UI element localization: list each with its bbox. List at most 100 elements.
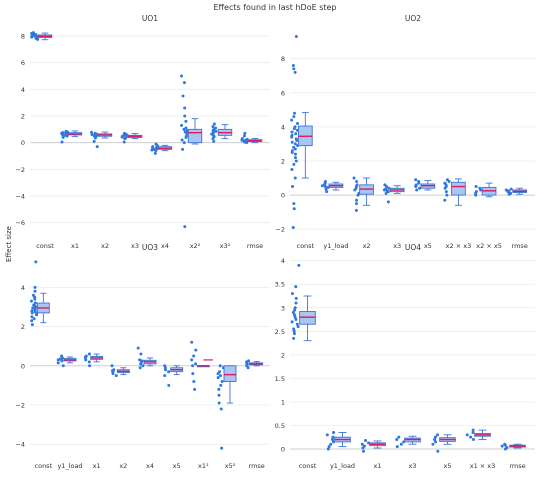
x-tick-label: x1 bbox=[71, 242, 79, 250]
data-point bbox=[414, 178, 418, 182]
data-point bbox=[112, 368, 116, 372]
figure-title: Effects found in last hDoE step bbox=[213, 3, 336, 12]
data-point bbox=[295, 322, 299, 326]
data-point bbox=[180, 138, 184, 142]
data-point bbox=[293, 315, 297, 319]
box-x2 × x3 bbox=[443, 178, 466, 206]
data-point bbox=[294, 137, 298, 141]
figure-y-axis-label: Effect size bbox=[5, 226, 13, 262]
data-point bbox=[163, 364, 167, 368]
data-point bbox=[88, 364, 92, 368]
data-point bbox=[31, 306, 35, 310]
data-point bbox=[399, 442, 403, 446]
y-tick-label: 2 bbox=[281, 157, 285, 165]
data-point bbox=[122, 140, 126, 144]
data-point bbox=[181, 94, 185, 98]
data-point bbox=[31, 31, 35, 35]
data-point bbox=[292, 67, 296, 71]
x-tick-label: x5 bbox=[444, 462, 452, 470]
data-point bbox=[290, 149, 294, 153]
data-point bbox=[292, 145, 296, 149]
box-x3 bbox=[395, 435, 421, 449]
data-point bbox=[414, 183, 418, 187]
data-point bbox=[192, 379, 196, 383]
x-tick-label: x3 bbox=[131, 242, 139, 250]
data-point bbox=[324, 187, 328, 191]
data-point bbox=[64, 129, 68, 133]
data-point bbox=[294, 301, 298, 305]
subplot-title: UO2 bbox=[405, 14, 421, 23]
x-tick-label: x3 bbox=[393, 242, 401, 250]
box-rmse bbox=[504, 187, 528, 196]
box-const bbox=[30, 31, 53, 41]
data-point bbox=[293, 142, 297, 146]
data-point bbox=[84, 354, 88, 358]
data-point bbox=[184, 134, 188, 138]
data-point bbox=[247, 359, 251, 363]
data-point bbox=[327, 445, 331, 449]
x-tick-label: const bbox=[299, 462, 317, 470]
data-point bbox=[443, 198, 447, 202]
data-point bbox=[474, 190, 478, 194]
data-point bbox=[293, 70, 297, 74]
x-tick-label: x2 × x5 bbox=[476, 242, 502, 250]
y-tick-label: 1 bbox=[281, 398, 285, 406]
data-point bbox=[293, 306, 297, 310]
data-point bbox=[386, 200, 390, 204]
data-point bbox=[114, 374, 118, 378]
data-point bbox=[292, 332, 296, 336]
data-point bbox=[138, 366, 142, 370]
data-point bbox=[139, 352, 143, 356]
data-point bbox=[34, 260, 38, 264]
data-point bbox=[217, 393, 221, 397]
data-point bbox=[465, 433, 469, 437]
box-x2 bbox=[110, 364, 130, 378]
y-tick-label: 8 bbox=[21, 33, 25, 41]
iqr-box bbox=[299, 311, 316, 325]
data-point bbox=[293, 156, 297, 160]
box-const bbox=[290, 263, 316, 342]
data-point bbox=[471, 438, 475, 442]
data-point bbox=[395, 445, 399, 449]
data-point bbox=[296, 325, 300, 329]
data-point bbox=[297, 263, 301, 267]
data-point bbox=[294, 285, 298, 289]
box-x1 bbox=[360, 438, 386, 453]
data-point bbox=[214, 129, 218, 133]
data-point bbox=[211, 125, 215, 129]
data-point bbox=[445, 193, 449, 197]
x-tick-label: x2 bbox=[119, 462, 127, 470]
x-tick-label: x5² bbox=[225, 462, 236, 470]
data-point bbox=[184, 119, 188, 123]
x-tick-label: y1_load bbox=[57, 462, 82, 470]
data-point bbox=[293, 111, 296, 115]
data-point bbox=[295, 121, 299, 125]
y-tick-label: 6 bbox=[281, 89, 285, 97]
data-point bbox=[323, 179, 327, 183]
x-tick-label: x2 × x3 bbox=[446, 242, 472, 250]
y-tick-label: 6 bbox=[21, 59, 25, 67]
box-x3² bbox=[210, 122, 233, 143]
data-point bbox=[190, 340, 194, 344]
data-point bbox=[354, 208, 358, 212]
x-tick-label: x1 bbox=[374, 462, 382, 470]
data-point bbox=[138, 358, 142, 362]
data-point bbox=[290, 168, 294, 172]
data-point bbox=[294, 159, 298, 163]
data-point bbox=[217, 387, 221, 391]
data-point bbox=[181, 147, 185, 151]
data-point bbox=[93, 131, 97, 135]
data-point bbox=[326, 447, 330, 451]
data-point bbox=[87, 352, 91, 356]
data-point bbox=[30, 323, 34, 327]
data-point bbox=[218, 374, 222, 378]
y-tick-label: −4 bbox=[15, 193, 25, 201]
box-x1 × x3 bbox=[465, 428, 491, 442]
data-point bbox=[140, 359, 144, 363]
data-point bbox=[292, 115, 296, 119]
box-y1_load bbox=[320, 179, 344, 194]
x-tick-label: y1_load bbox=[323, 242, 348, 250]
data-point bbox=[292, 207, 296, 211]
data-point bbox=[212, 139, 216, 143]
